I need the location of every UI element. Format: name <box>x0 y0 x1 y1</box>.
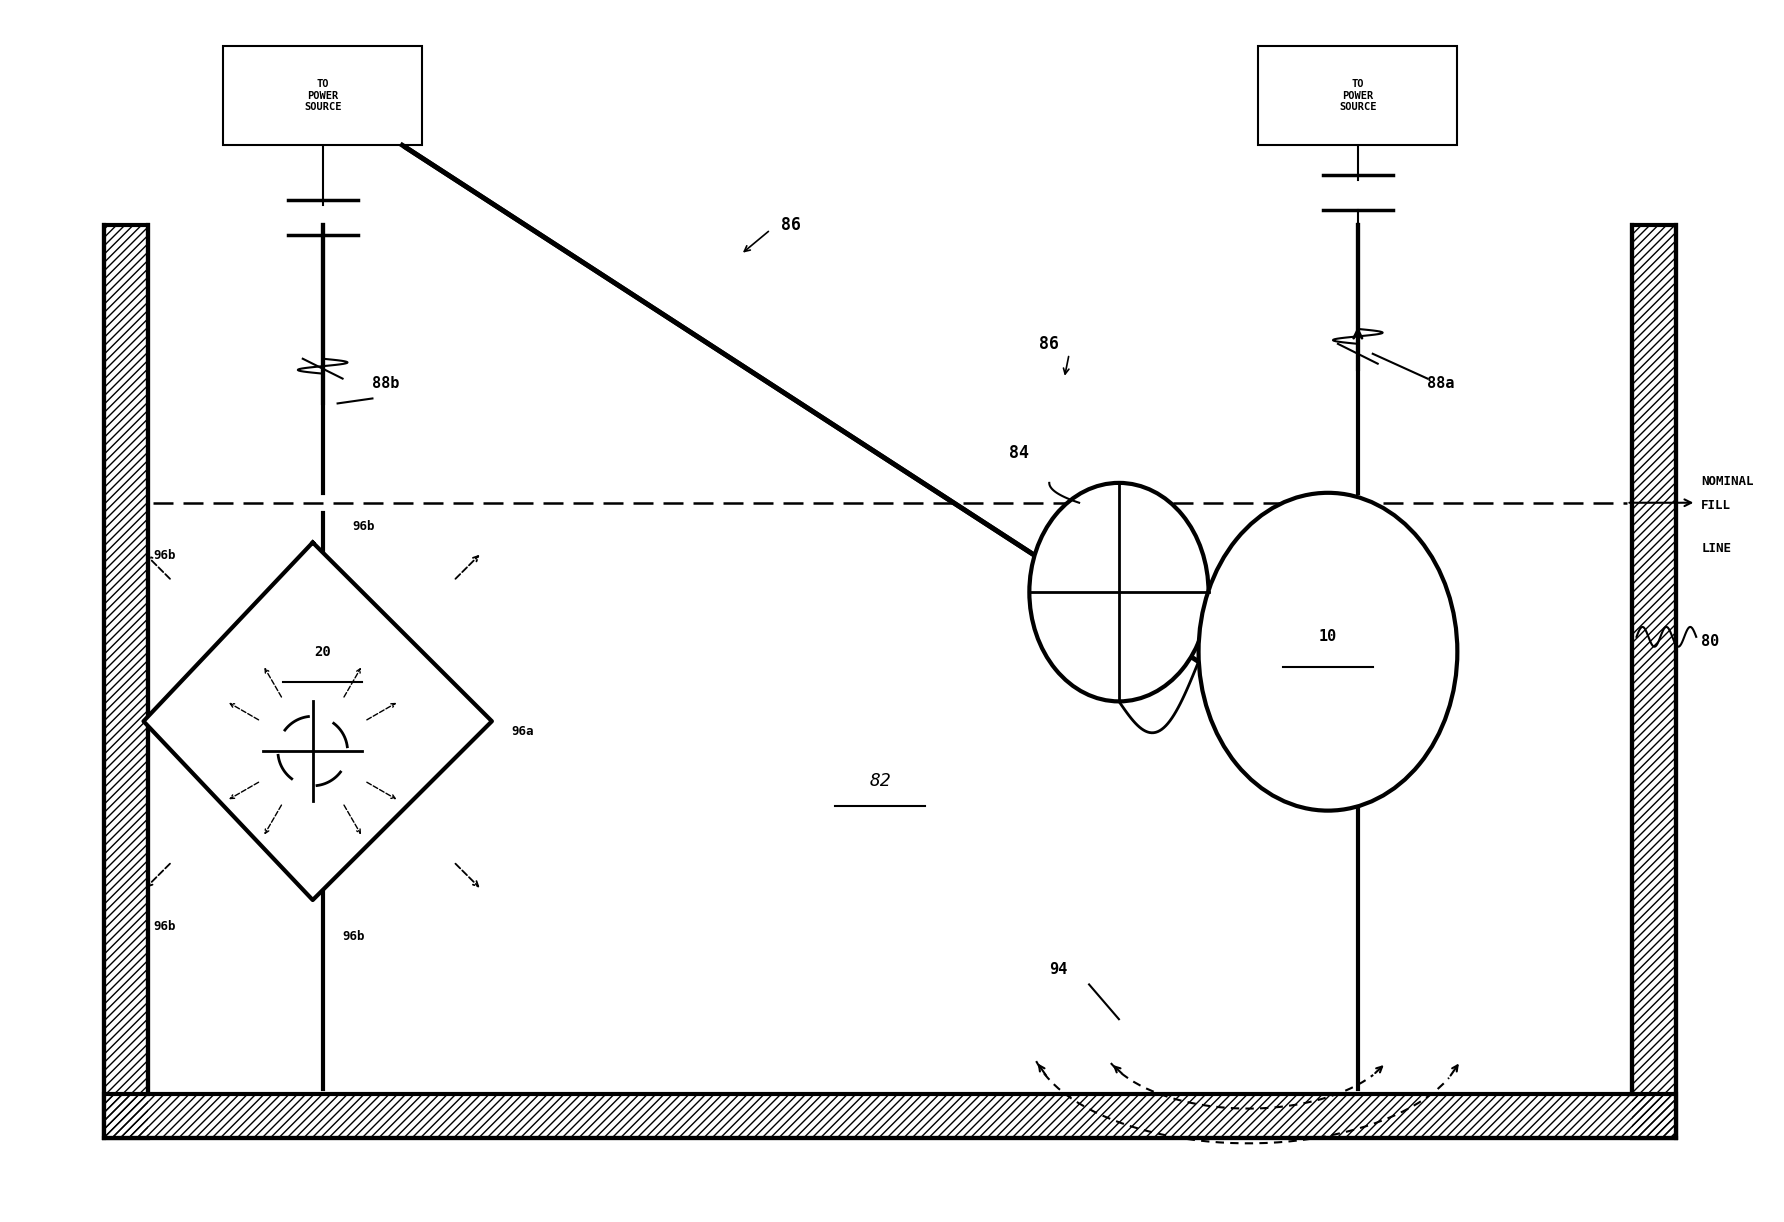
Ellipse shape <box>1199 492 1458 810</box>
Text: FILL: FILL <box>1702 500 1730 512</box>
Text: 84: 84 <box>1010 444 1029 462</box>
Text: TO
POWER
SOURCE: TO POWER SOURCE <box>1340 79 1377 112</box>
Text: TO
POWER
SOURCE: TO POWER SOURCE <box>303 79 341 112</box>
Bar <box>103 1094 1677 1139</box>
Bar <box>1632 225 1677 1139</box>
Text: 86: 86 <box>781 215 801 233</box>
Ellipse shape <box>1029 483 1208 701</box>
Text: 96b: 96b <box>353 519 375 533</box>
Text: 96b: 96b <box>343 930 366 943</box>
Bar <box>103 225 148 1139</box>
Text: 96b: 96b <box>153 550 177 562</box>
Text: 80: 80 <box>1702 634 1720 649</box>
Text: NOMINAL: NOMINAL <box>1702 475 1754 488</box>
Text: 88a: 88a <box>1427 376 1456 391</box>
Text: 88b: 88b <box>373 376 400 391</box>
Bar <box>103 225 148 1139</box>
Bar <box>103 1094 1677 1139</box>
Bar <box>1258 46 1458 145</box>
Text: LINE: LINE <box>1702 543 1730 556</box>
Text: 86: 86 <box>1040 335 1060 353</box>
Bar <box>1632 225 1677 1139</box>
Text: 96b: 96b <box>153 920 177 932</box>
Text: 82: 82 <box>869 772 890 789</box>
Text: 20: 20 <box>314 645 332 659</box>
Text: 94: 94 <box>1049 962 1067 978</box>
Polygon shape <box>143 543 492 901</box>
Bar <box>223 46 423 145</box>
Text: 10: 10 <box>1318 629 1336 644</box>
Text: 96a: 96a <box>512 725 533 738</box>
